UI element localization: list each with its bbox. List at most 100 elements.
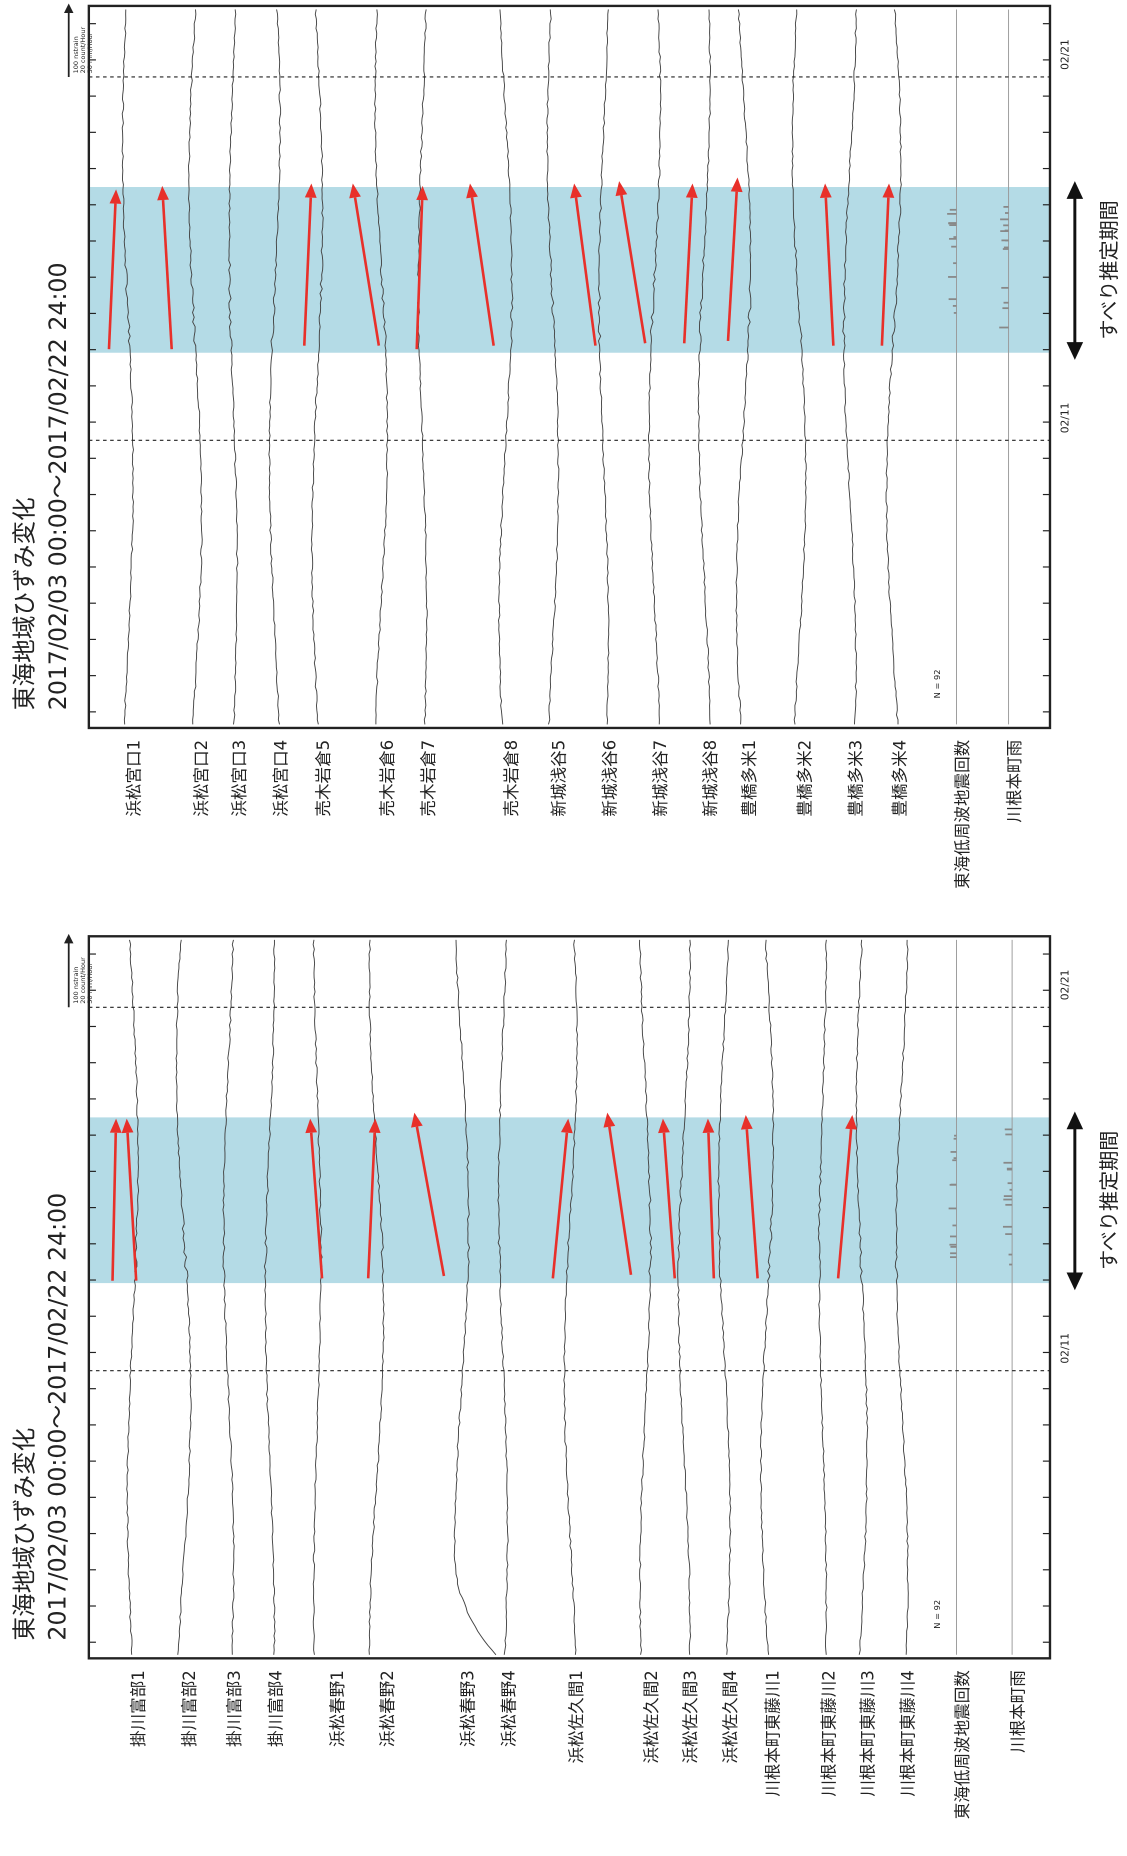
- station-label: 浜松佐久間3: [681, 1670, 700, 1763]
- trace: [639, 939, 653, 1655]
- slip-arrow-head: [845, 1115, 857, 1130]
- station-label: 川根本町雨: [1005, 740, 1024, 823]
- trace: [597, 9, 610, 725]
- station-label: 川根本町東藤川1: [764, 1670, 783, 1796]
- slip-arrow: [682, 197, 694, 344]
- count-label: N = 92: [932, 669, 942, 698]
- trace: [222, 939, 235, 1655]
- trace: [697, 9, 711, 725]
- station-label: 売木岩倉7: [419, 740, 438, 817]
- slip-arrow-head: [109, 1118, 122, 1133]
- slip-arrow: [551, 1132, 569, 1279]
- trace: [228, 9, 239, 725]
- date-label: 02/11: [1058, 403, 1071, 434]
- slip-arrow-head: [304, 183, 317, 198]
- station-label: 浜松宮口4: [271, 740, 290, 817]
- station-label: 豊橋多米2: [796, 740, 815, 817]
- trace: [759, 939, 775, 1655]
- slip-period-label: すべり推定期間: [1097, 1131, 1121, 1270]
- trace: [310, 9, 324, 725]
- scale-bar-head: [63, 3, 74, 14]
- trace: [175, 939, 192, 1655]
- station-label: 浜松宮口2: [192, 740, 211, 817]
- slip-arrow: [745, 1129, 759, 1279]
- station-label: 川根本町東藤川2: [819, 1670, 838, 1796]
- plot-frame: [87, 935, 1052, 1660]
- title: 東海地域ひずみ変化: [11, 1428, 39, 1641]
- slip-arrow: [707, 1132, 716, 1279]
- station-label: 売木岩倉5: [314, 740, 333, 817]
- slip-arrow: [662, 1132, 677, 1279]
- station-label: 浜松佐久間1: [567, 1670, 586, 1763]
- slip-arrow: [366, 1132, 376, 1279]
- station-label: 川根本町東藤川3: [858, 1670, 877, 1796]
- period: 2017/02/03 00:00～2017/02/22 24:00: [44, 262, 72, 710]
- slip-arrow: [620, 194, 647, 344]
- trace: [368, 939, 385, 1655]
- slip-arrow-head: [882, 183, 895, 198]
- period-arrow-head: [1066, 1272, 1084, 1291]
- trace: [498, 9, 514, 725]
- scale-legend: 50 mm/Hour: [86, 963, 94, 1004]
- station-label: 掛川富部1: [129, 1670, 148, 1747]
- slip-arrow-head: [416, 185, 429, 201]
- station-label: 豊橋多米1: [740, 740, 759, 817]
- slip-period-label: すべり推定期間: [1097, 200, 1121, 339]
- station-label: 売木岩倉8: [502, 740, 521, 817]
- station-label: 浜松春野4: [500, 1670, 519, 1747]
- scale-legend: 20 count/Hour: [79, 957, 87, 1004]
- slip-arrow-head: [730, 177, 743, 193]
- slip-arrow-head: [466, 183, 478, 199]
- station-label: 浜松宮口3: [230, 740, 249, 817]
- trace: [885, 9, 902, 725]
- trace: [453, 939, 497, 1656]
- trace: [677, 939, 692, 1655]
- plot-frame: [87, 4, 1052, 730]
- scale-legend: 100 nstrain: [72, 967, 80, 1004]
- slip-arrow-head: [740, 1115, 753, 1130]
- slip-arrow: [836, 1129, 853, 1279]
- slip-arrow-head: [685, 183, 698, 198]
- slip-arrow-head: [819, 183, 832, 198]
- scale-legend: 20 count/Hour: [79, 27, 87, 74]
- station-label: 浜松佐久間2: [642, 1670, 661, 1763]
- station-label: 売木岩倉6: [378, 740, 397, 817]
- trace: [842, 9, 858, 725]
- slip-arrow: [107, 203, 117, 350]
- slip-arrow: [353, 197, 381, 346]
- trace: [374, 9, 389, 725]
- trace: [126, 939, 140, 1655]
- trace: [735, 9, 752, 725]
- slip-arrow-head: [570, 183, 582, 199]
- station-label: 東海低周波地震回数: [953, 739, 972, 888]
- slip-arrow-head: [349, 183, 361, 199]
- slip-arrow: [880, 197, 890, 346]
- slip-arrow-head: [560, 1118, 573, 1134]
- slip-arrow-head: [411, 1112, 423, 1128]
- period-arrow-head: [1066, 1111, 1084, 1130]
- trace: [417, 9, 428, 725]
- station-label: 浜松春野3: [458, 1670, 477, 1747]
- slip-arrow-head: [702, 1118, 715, 1133]
- trace: [855, 939, 869, 1655]
- station-label: 新城浅谷5: [549, 740, 568, 817]
- period-arrow-head: [1066, 181, 1084, 199]
- trace: [894, 939, 909, 1655]
- slip-arrow: [415, 1126, 446, 1277]
- slip-arrow: [415, 199, 424, 350]
- station-label: 浜松春野1: [328, 1670, 347, 1747]
- station-label: 豊橋多米3: [847, 740, 866, 817]
- slip-arrow-head: [615, 181, 628, 197]
- slip-arrow: [126, 1132, 138, 1281]
- trace: [563, 939, 578, 1655]
- slip-arrow: [161, 199, 174, 350]
- panel: [63, 3, 1084, 730]
- station-label: 新城浅谷7: [651, 740, 670, 817]
- trace: [791, 9, 807, 725]
- slip-arrow-head: [109, 189, 122, 204]
- trace: [268, 9, 282, 725]
- slip-arrow: [302, 197, 313, 346]
- trace: [263, 939, 276, 1655]
- slip-arrow: [726, 191, 738, 341]
